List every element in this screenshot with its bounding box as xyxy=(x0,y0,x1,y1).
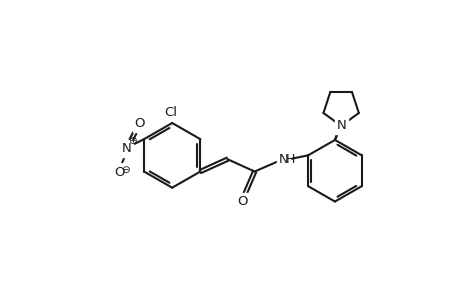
Text: ⊕: ⊕ xyxy=(128,136,136,146)
Text: ⊖: ⊖ xyxy=(121,165,129,175)
Text: N: N xyxy=(336,119,345,132)
Text: N: N xyxy=(278,153,287,166)
Text: N: N xyxy=(122,142,132,155)
Text: H: H xyxy=(285,154,294,166)
Text: Cl: Cl xyxy=(164,106,177,119)
Text: O: O xyxy=(114,166,124,179)
Text: O: O xyxy=(236,195,247,208)
Text: O: O xyxy=(134,117,144,130)
